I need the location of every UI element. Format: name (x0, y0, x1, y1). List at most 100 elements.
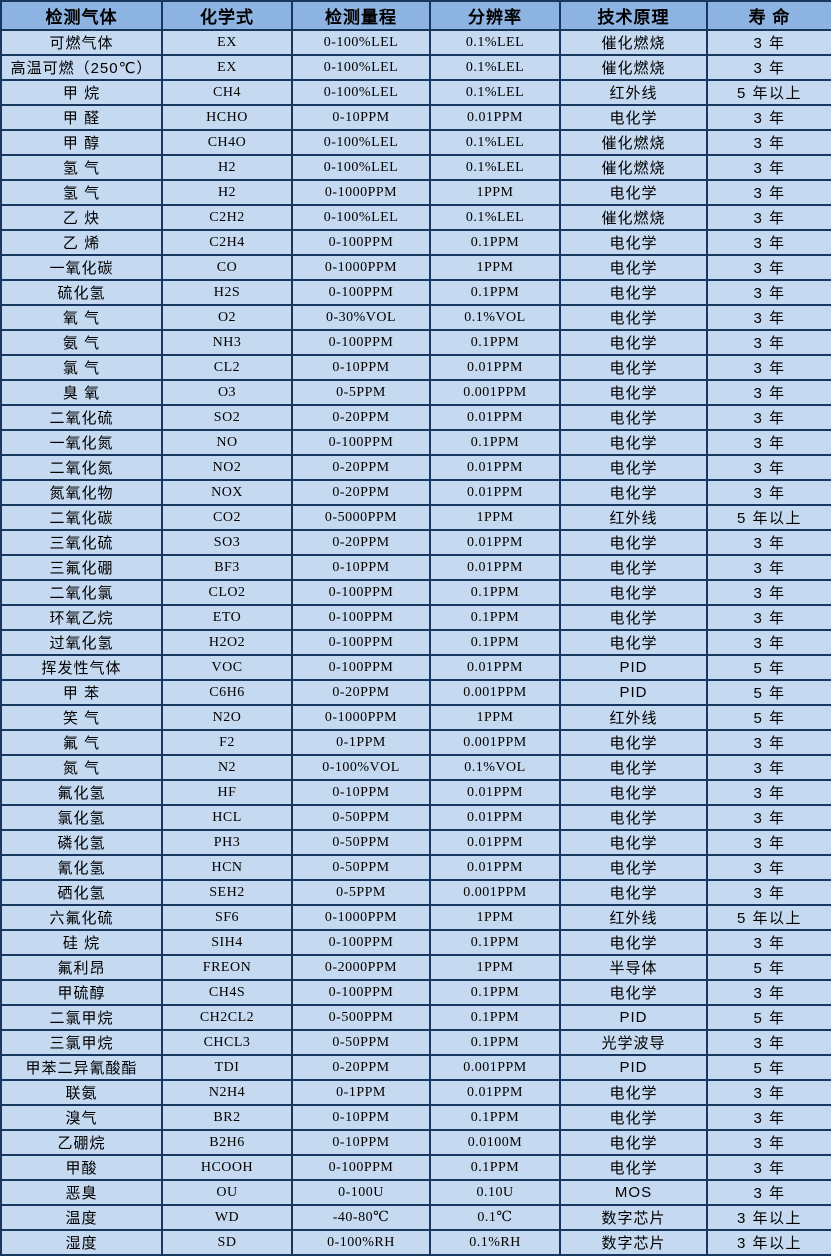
cell-range: 0-100PPM (291, 579, 431, 606)
cell-gas: 氢 气 (0, 179, 163, 206)
cell-resolution: 0.1PPM (429, 604, 561, 631)
cell-gas: 氯 气 (0, 354, 163, 381)
cell-technology: 电化学 (559, 1104, 708, 1131)
cell-lifespan: 5 年 (706, 679, 831, 706)
column-header-resolution: 分辨率 (429, 0, 561, 31)
table-row: 溴气 BR2 0-10PPM 0.1PPM 电化学 3 年 (0, 1104, 831, 1131)
column-header-range: 检测量程 (291, 0, 431, 31)
cell-range: 0-20PPM (291, 454, 431, 481)
cell-technology: 红外线 (559, 904, 708, 931)
table-row: 六氟化硫 SF6 0-1000PPM 1PPM 红外线 5 年以上 (0, 904, 831, 931)
cell-lifespan: 3 年 (706, 129, 831, 156)
cell-lifespan: 5 年 (706, 1054, 831, 1081)
cell-formula: SO2 (161, 404, 293, 431)
cell-technology: 电化学 (559, 804, 708, 831)
cell-lifespan: 3 年 (706, 854, 831, 881)
cell-gas: 二氯甲烷 (0, 1004, 163, 1031)
cell-range: 0-20PPM (291, 529, 431, 556)
table-row: 一氧化氮 NO 0-100PPM 0.1PPM 电化学 3 年 (0, 429, 831, 456)
cell-formula: O2 (161, 304, 293, 331)
cell-lifespan: 3 年 (706, 379, 831, 406)
table-row: 臭 氧 O3 0-5PPM 0.001PPM 电化学 3 年 (0, 379, 831, 406)
cell-technology: 电化学 (559, 554, 708, 581)
cell-lifespan: 3 年 (706, 1129, 831, 1156)
cell-technology: 电化学 (559, 429, 708, 456)
cell-formula: N2H4 (161, 1079, 293, 1106)
cell-lifespan: 3 年 (706, 454, 831, 481)
cell-technology: 电化学 (559, 779, 708, 806)
table-row: 甲 苯 C6H6 0-20PPM 0.001PPM PID 5 年 (0, 679, 831, 706)
cell-lifespan: 3 年 (706, 529, 831, 556)
cell-technology: 数字芯片 (559, 1204, 708, 1231)
cell-technology: 电化学 (559, 104, 708, 131)
cell-formula: CLO2 (161, 579, 293, 606)
cell-technology: 电化学 (559, 629, 708, 656)
cell-range: 0-100%LEL (291, 204, 431, 231)
cell-range: 0-100PPM (291, 229, 431, 256)
cell-range: 0-100PPM (291, 279, 431, 306)
cell-range: 0-20PPM (291, 679, 431, 706)
cell-technology: 催化燃烧 (559, 154, 708, 181)
cell-resolution: 1PPM (429, 254, 561, 281)
cell-range: 0-1000PPM (291, 254, 431, 281)
table-row: 甲 醇 CH4O 0-100%LEL 0.1%LEL 催化燃烧 3 年 (0, 129, 831, 156)
cell-resolution: 0.001PPM (429, 379, 561, 406)
cell-resolution: 0.1℃ (429, 1204, 561, 1231)
cell-resolution: 0.1%LEL (429, 204, 561, 231)
cell-range: 0-20PPM (291, 479, 431, 506)
column-header-gas: 检测气体 (0, 0, 163, 31)
cell-gas: 氧 气 (0, 304, 163, 331)
cell-resolution: 0.1PPM (429, 579, 561, 606)
table-header: 检测气体 化学式 检测量程 分辨率 技术原理 寿 命 (0, 0, 831, 31)
table-row: 挥发性气体 VOC 0-100PPM 0.01PPM PID 5 年 (0, 654, 831, 681)
cell-resolution: 0.01PPM (429, 529, 561, 556)
cell-lifespan: 3 年 (706, 254, 831, 281)
cell-lifespan: 3 年以上 (706, 1229, 831, 1256)
cell-resolution: 1PPM (429, 179, 561, 206)
cell-technology: PID (559, 654, 708, 681)
cell-resolution: 1PPM (429, 904, 561, 931)
table-row: 温度 WD -40-80℃ 0.1℃ 数字芯片 3 年以上 (0, 1204, 831, 1231)
cell-formula: HF (161, 779, 293, 806)
cell-resolution: 0.1%LEL (429, 154, 561, 181)
table-row: 甲酸 HCOOH 0-100PPM 0.1PPM 电化学 3 年 (0, 1154, 831, 1181)
cell-lifespan: 3 年 (706, 579, 831, 606)
cell-technology: 电化学 (559, 479, 708, 506)
cell-range: 0-100%LEL (291, 79, 431, 106)
cell-formula: H2O2 (161, 629, 293, 656)
cell-lifespan: 3 年 (706, 754, 831, 781)
cell-range: 0-50PPM (291, 1029, 431, 1056)
cell-technology: PID (559, 1004, 708, 1031)
cell-formula: PH3 (161, 829, 293, 856)
cell-resolution: 0.1%LEL (429, 129, 561, 156)
cell-technology: 电化学 (559, 529, 708, 556)
cell-technology: 电化学 (559, 379, 708, 406)
cell-resolution: 0.01PPM (429, 854, 561, 881)
cell-lifespan: 3 年 (706, 329, 831, 356)
cell-technology: 电化学 (559, 404, 708, 431)
cell-gas: 三氟化硼 (0, 554, 163, 581)
table-row: 湿度 SD 0-100%RH 0.1%RH 数字芯片 3 年以上 (0, 1229, 831, 1256)
cell-gas: 氢 气 (0, 154, 163, 181)
cell-formula: SF6 (161, 904, 293, 931)
table-row: 二氧化碳 CO2 0-5000PPM 1PPM 红外线 5 年以上 (0, 504, 831, 531)
cell-range: 0-100%LEL (291, 154, 431, 181)
cell-technology: 电化学 (559, 604, 708, 631)
cell-technology: 电化学 (559, 854, 708, 881)
cell-gas: 氯化氢 (0, 804, 163, 831)
cell-lifespan: 3 年 (706, 154, 831, 181)
cell-gas: 甲酸 (0, 1154, 163, 1181)
cell-technology: PID (559, 679, 708, 706)
table-row: 氟 气 F2 0-1PPM 0.001PPM 电化学 3 年 (0, 729, 831, 756)
cell-resolution: 0.1%RH (429, 1229, 561, 1256)
table-row: 氨 气 NH3 0-100PPM 0.1PPM 电化学 3 年 (0, 329, 831, 356)
cell-lifespan: 3 年 (706, 554, 831, 581)
cell-range: 0-100PPM (291, 629, 431, 656)
table-row: 笑 气 N2O 0-1000PPM 1PPM 红外线 5 年 (0, 704, 831, 731)
cell-resolution: 0.1%VOL (429, 304, 561, 331)
cell-resolution: 0.01PPM (429, 104, 561, 131)
cell-range: 0-5000PPM (291, 504, 431, 531)
cell-gas: 硫化氢 (0, 279, 163, 306)
cell-resolution: 0.1%VOL (429, 754, 561, 781)
